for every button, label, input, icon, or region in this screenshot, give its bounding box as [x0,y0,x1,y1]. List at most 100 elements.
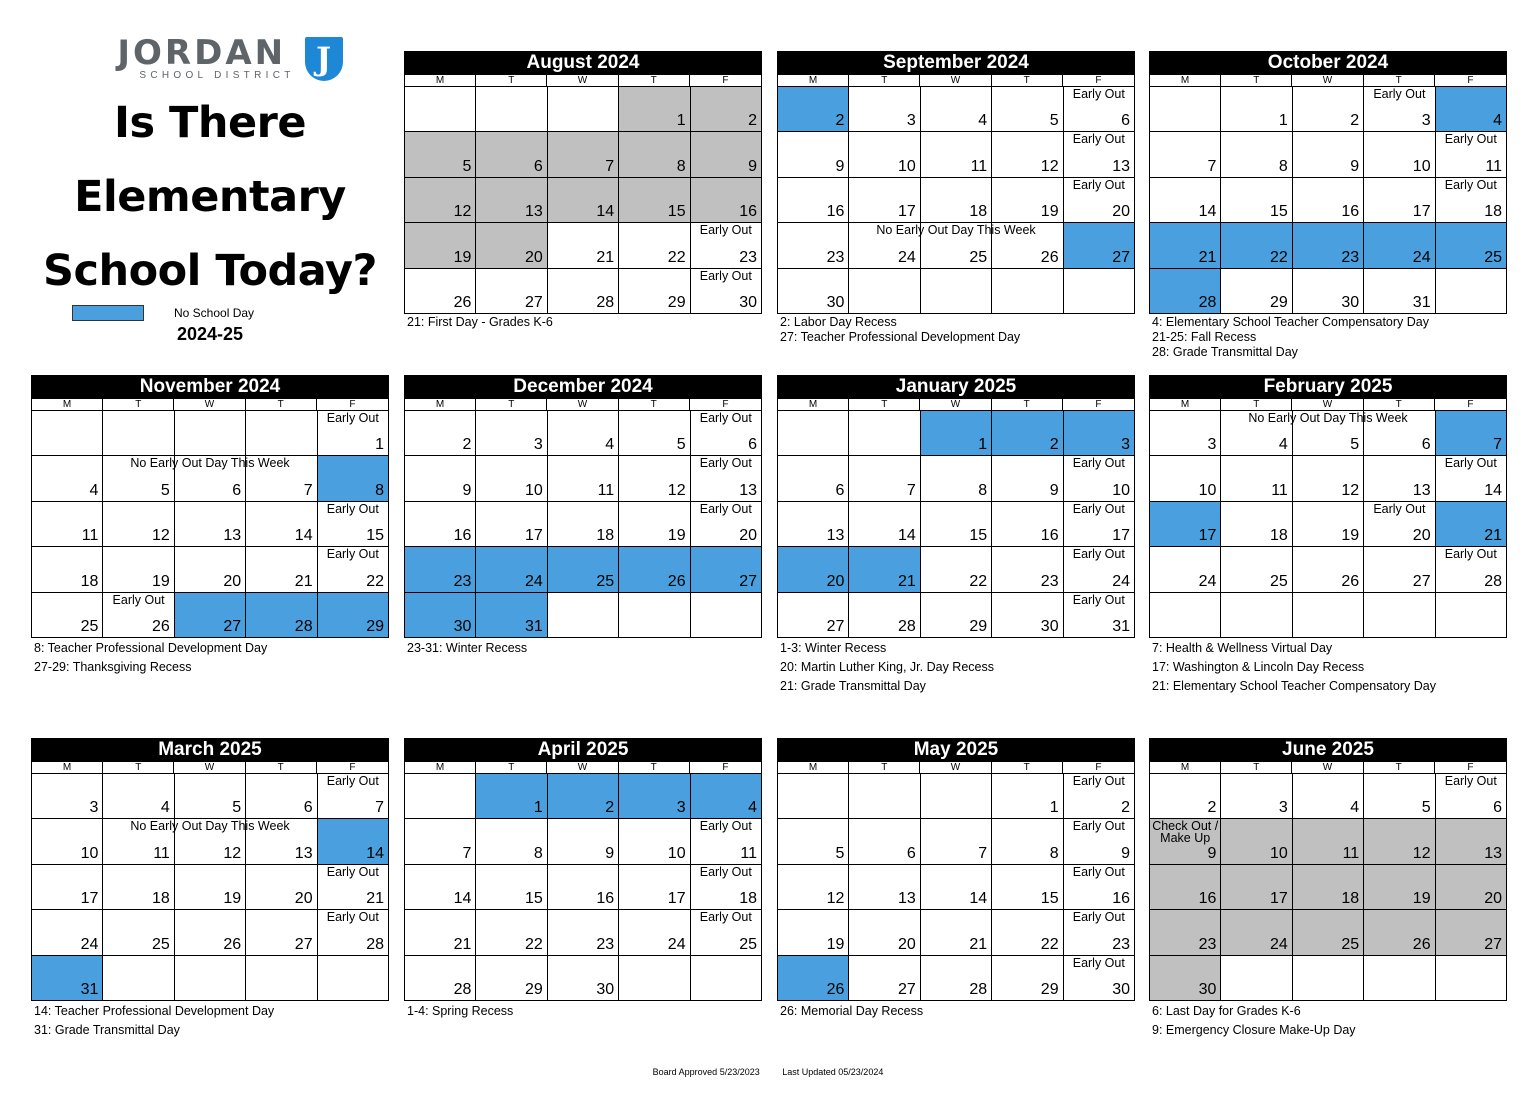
weekday-header: W [920,75,992,86]
day-number: 19 [223,890,242,908]
day-cell: 17 [32,864,104,911]
day-cell: 16 [1292,177,1365,224]
non-session-day-cell: 13 [1435,819,1507,865]
day-cell: 12 [778,864,850,911]
weekday-header: W [174,762,246,773]
no-school-day-cell: 3 [619,774,691,820]
day-cell: 17 [1364,177,1436,224]
day-number: 29 [1270,293,1288,311]
day-number: 11 [1342,844,1360,862]
day-cell [103,955,175,1001]
day-cell: 27 [246,910,318,956]
day-cell: 11 [547,456,620,502]
day-number: 4 [160,799,170,817]
month-footnotes: 4: Elementary School Teacher Compensator… [1149,315,1507,360]
day-cell: 9 [778,132,850,178]
day-number: 21 [969,935,988,953]
day-number: 30 [1040,617,1059,635]
day-number: 26 [826,980,845,998]
logo-subtitle: SCHOOL DISTRICT [139,70,295,81]
day-number: 6 [232,481,242,499]
day-number: 12 [667,481,686,499]
footnote: 1-3: Winter Recess [780,640,887,655]
day-cell: 12 [174,819,247,865]
day-cell: 2 [1292,87,1365,133]
day-number: 12 [1341,481,1360,499]
day-note: Early Out [699,501,752,516]
day-cell: 22 [619,223,691,269]
day-cell: 10 [476,456,548,502]
day-cell [405,87,477,133]
day-number: 10 [667,844,686,862]
non-session-day-cell: 19 [1364,864,1436,911]
weekday-header: W [1292,762,1364,773]
day-grid: 3 4 5 6 7 10 11 12 13 Early Out 14 17 18 19 Early Out 2… [1149,411,1507,638]
day-cell: Early Out 26 [103,592,175,638]
day-number: 9 [1350,157,1360,175]
day-number: 24 [80,935,99,953]
footnote: 8: Teacher Professional Development Day [34,640,268,655]
title-line: Elementary [74,172,346,222]
day-cell [405,774,477,820]
day-cell: Early Out 15 [317,501,389,548]
month-footnotes: 6: Last Day for Grades K-6 9: Emergency C… [1149,1002,1507,1040]
day-note: Early Out [326,411,379,425]
day-number: 21 [366,890,384,908]
no-school-day-cell: 25 [1435,223,1507,269]
weekday-header: T [246,399,317,410]
day-number: 18 [152,890,170,908]
day-cell: Early Out 21 [317,864,389,911]
day-grid: 2 3 4 5 Early Out 6 Check Out / Make Up 9 10 11 12… [1149,774,1507,1001]
weekday-header: T [619,399,690,410]
day-number: 14 [453,890,472,908]
day-number: 6 [1421,436,1431,454]
weekday-header: T [476,762,548,773]
day-cell: 20 [174,547,247,593]
day-number: 23 [1341,248,1360,266]
day-cell: 25 [920,223,993,269]
day-cell: 22 [476,910,548,956]
day-cell: 26 [1292,547,1365,593]
day-cell: 18 [103,864,175,911]
day-number: 22 [667,248,686,266]
logo-wordmark: JORDAN [117,33,287,73]
day-number: 14 [1484,481,1502,499]
day-cell: 4 [1292,774,1365,820]
day-cell: 19 [992,177,1064,224]
day-cell: Early Out 28 [1435,547,1507,593]
day-cell: 11 [920,132,993,178]
day-number: 28 [453,980,472,998]
footnote: 23-31: Winter Recess [407,640,528,655]
day-number: 13 [525,203,543,221]
weekday-header: W [547,762,619,773]
weekday-header: F [1095,762,1102,773]
no-school-day-cell: 20 [778,547,850,593]
day-number: 11 [740,844,757,862]
day-cell: 29 [1221,268,1293,314]
footnote: 21: Elementary School Teacher Compensato… [1152,678,1436,693]
day-number: 27 [294,935,313,953]
day-cell [1292,955,1365,1001]
day-cell: 31 [1364,268,1436,314]
day-cell: 24 [849,223,921,269]
day-note: Early Out [699,223,752,238]
day-cell: 25 [32,592,104,638]
day-cell: 6 [1364,411,1436,457]
day-number: 18 [1341,890,1360,908]
day-number: 16 [1040,527,1059,545]
day-number: 16 [739,203,757,221]
day-number: 19 [1341,527,1360,545]
day-note: Check Out / Make Up [1152,819,1219,846]
day-number: 23 [1198,935,1217,953]
day-number: 10 [1198,481,1217,499]
weekday-header: M [405,75,477,86]
day-cell: Early Out 18 [690,864,762,911]
weekday-header: F [1095,75,1102,86]
day-number: 2 [462,436,472,454]
day-number: 22 [525,935,543,953]
day-cell: 8 [1221,132,1293,178]
day-number: 4 [748,799,757,817]
